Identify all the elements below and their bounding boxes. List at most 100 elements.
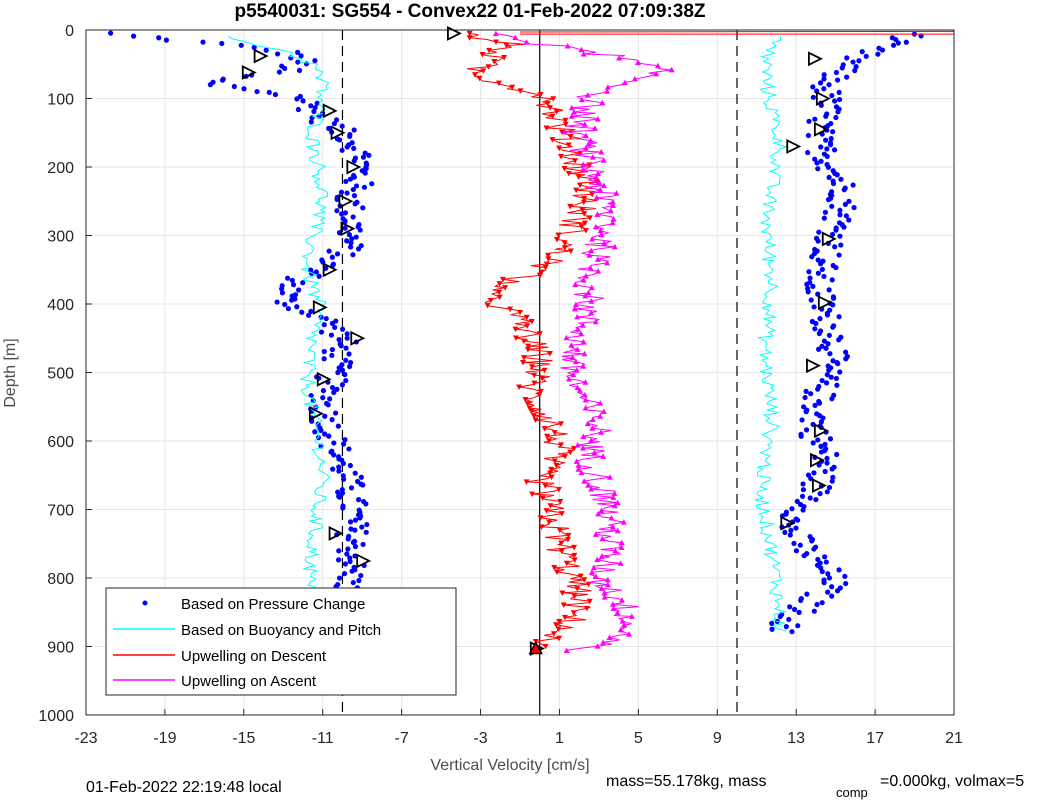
y-tick-label: 300 [47, 229, 74, 246]
pressure-point [276, 69, 283, 75]
pressure-point [358, 572, 364, 579]
ascent-marker [600, 157, 607, 163]
y-ticks: 0 100 200 300 400 500 600 700 800 900 1000 [38, 23, 92, 725]
pressure-point [274, 299, 280, 305]
descent-marker [542, 265, 549, 271]
pressure-point [308, 308, 314, 315]
pressure-point [807, 275, 813, 281]
pressure-point [830, 295, 837, 301]
surface-spike [519, 30, 955, 35]
pressure-point [331, 452, 337, 458]
pressure-point [821, 273, 827, 280]
ascent-marker [582, 292, 589, 299]
pressure-point [334, 196, 340, 202]
pressure-point [344, 551, 350, 557]
ascent-marker [609, 219, 616, 226]
ascent-marker [582, 379, 589, 385]
pressure-point [818, 158, 824, 164]
pressure-point [818, 102, 824, 108]
pressure-point [335, 557, 342, 563]
pressure-point [322, 431, 328, 437]
descent-marker [493, 39, 500, 46]
pressure-point [349, 568, 355, 574]
pressure-point [829, 277, 835, 283]
pressure-point [843, 356, 849, 362]
ascent-marker [604, 576, 611, 583]
pressure-point [838, 176, 844, 182]
ascent-marker [586, 252, 593, 258]
ascent-marker [597, 227, 604, 234]
pressure-point [342, 225, 348, 231]
pressure-point [830, 129, 836, 135]
ascent-marker [574, 384, 581, 390]
descent-marker [543, 261, 550, 268]
ascent-marker [594, 211, 601, 217]
ascent-marker [609, 601, 616, 607]
ascent-marker [598, 429, 605, 435]
pressure-point [808, 391, 814, 397]
triangle-marker [322, 103, 338, 119]
pressure-point [290, 282, 297, 288]
descent-marker [522, 396, 529, 403]
pressure-point [812, 402, 818, 408]
ascent-marker [568, 104, 575, 111]
pressure-point [821, 76, 827, 82]
pressure-point [824, 372, 830, 378]
pressure-point [783, 624, 789, 630]
descent-marker [551, 565, 558, 571]
descent-marker [550, 631, 557, 637]
pressure-point [350, 252, 356, 258]
pressure-point [130, 33, 137, 39]
pressure-point [363, 501, 369, 507]
pressure-point [815, 166, 821, 172]
pressure-point [818, 419, 824, 425]
ascent-marker [598, 507, 605, 514]
descent-marker [476, 75, 483, 82]
descent-marker [529, 364, 536, 370]
pressure-point [339, 147, 345, 153]
pressure-point [316, 273, 322, 279]
pressure-point [833, 375, 840, 382]
descent-marker [582, 220, 589, 227]
pressure-point [830, 474, 836, 480]
descent-marker [520, 338, 527, 345]
ascent-marker [575, 466, 582, 472]
ascent-marker [580, 161, 587, 168]
x-axis-label: Vertical Velocity [cm/s] [430, 757, 589, 774]
legend-label-ascent: Upwelling on Ascent [181, 673, 317, 690]
ascent-marker [668, 66, 675, 73]
descent-marker [524, 323, 531, 329]
pressure-point [339, 382, 346, 388]
descent-marker [546, 438, 553, 444]
ascent-marker [588, 486, 595, 492]
descent-marker [558, 421, 565, 427]
ascent-marker [600, 639, 607, 645]
pressure-point [833, 114, 839, 121]
descent-marker [541, 367, 548, 374]
y-tick-label: 400 [47, 297, 74, 314]
ascent-marker [580, 433, 587, 439]
ascent-marker [570, 371, 577, 378]
pressure-point [341, 571, 348, 577]
pressure-point [842, 201, 848, 207]
y-tick-label: 0 [65, 23, 74, 40]
descent-marker [537, 388, 544, 395]
descent-marker [553, 462, 560, 469]
pressure-point [347, 558, 353, 565]
pressure-point [323, 315, 329, 322]
ascent-marker [578, 330, 585, 337]
x-tick-label: 9 [713, 730, 722, 747]
x-ticks: -23 -19 -15 -11 -7 -3 1 5 9 13 17 21 [74, 709, 963, 747]
pressure-point [834, 451, 840, 458]
descent-marker [528, 408, 535, 415]
ascent-marker [572, 358, 579, 365]
pressure-point [336, 575, 343, 581]
pressure-point [875, 51, 881, 57]
pressure-point [362, 170, 368, 176]
descent-marker [585, 581, 592, 588]
pressure-point [798, 597, 804, 603]
descent-marker [567, 449, 574, 456]
pressure-point [831, 147, 838, 153]
ascent-marker [613, 190, 620, 196]
ascent-marker [614, 499, 621, 506]
